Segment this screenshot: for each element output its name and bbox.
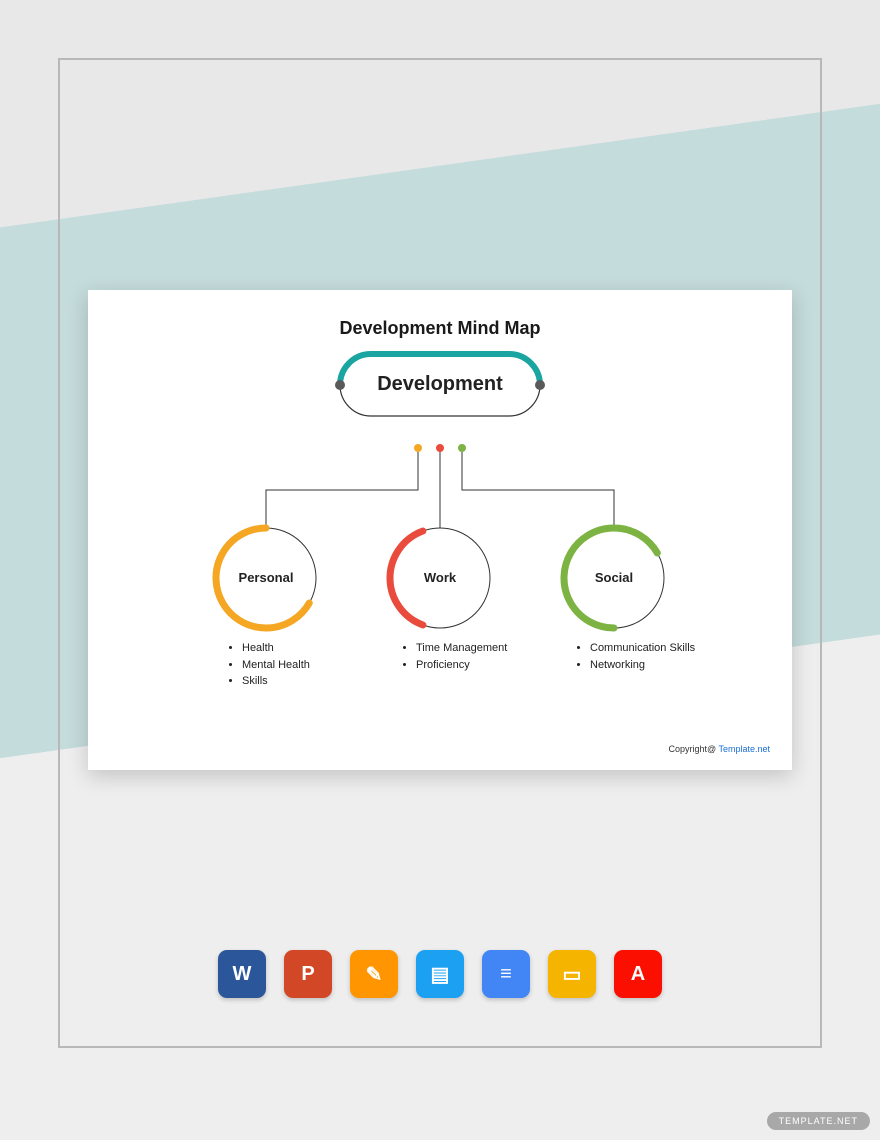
branch-item: Communication Skills bbox=[590, 640, 714, 657]
branch-label: Personal bbox=[216, 570, 316, 585]
watermark-badge: TEMPLATE.NET bbox=[767, 1112, 870, 1130]
copyright-line: Copyright@ Template.net bbox=[668, 744, 770, 754]
branch-item: Networking bbox=[590, 657, 714, 674]
word-icon[interactable]: W bbox=[218, 950, 266, 998]
copyright-text: Copyright@ bbox=[668, 744, 716, 754]
app-icons-row: WP ✎ ▤ ≡ ▭ A bbox=[0, 950, 880, 998]
copyright-link[interactable]: Template.net bbox=[718, 744, 770, 754]
pages-icon[interactable]: ✎ bbox=[350, 950, 398, 998]
branch-item: Time Management bbox=[416, 640, 540, 657]
branch-label: Social bbox=[564, 570, 664, 585]
branch-item: Proficiency bbox=[416, 657, 540, 674]
branch-item: Health bbox=[242, 640, 366, 657]
gslides-icon[interactable]: ▭ bbox=[548, 950, 596, 998]
branch-item: Mental Health bbox=[242, 657, 366, 674]
mindmap-diagram bbox=[88, 290, 792, 770]
pdf-icon[interactable]: A bbox=[614, 950, 662, 998]
branch-item: Skills bbox=[242, 673, 366, 690]
branch-items: HealthMental HealthSkills bbox=[226, 640, 366, 690]
branch-items: Time ManagementProficiency bbox=[400, 640, 540, 673]
powerpoint-icon[interactable]: P bbox=[284, 950, 332, 998]
keynote-icon[interactable]: ▤ bbox=[416, 950, 464, 998]
root-node-label: Development bbox=[340, 373, 540, 396]
branch-items: Communication SkillsNetworking bbox=[574, 640, 714, 673]
mindmap-card: Development Mind Map Development Persona… bbox=[88, 290, 792, 770]
gdocs-icon[interactable]: ≡ bbox=[482, 950, 530, 998]
branch-label: Work bbox=[390, 570, 490, 585]
